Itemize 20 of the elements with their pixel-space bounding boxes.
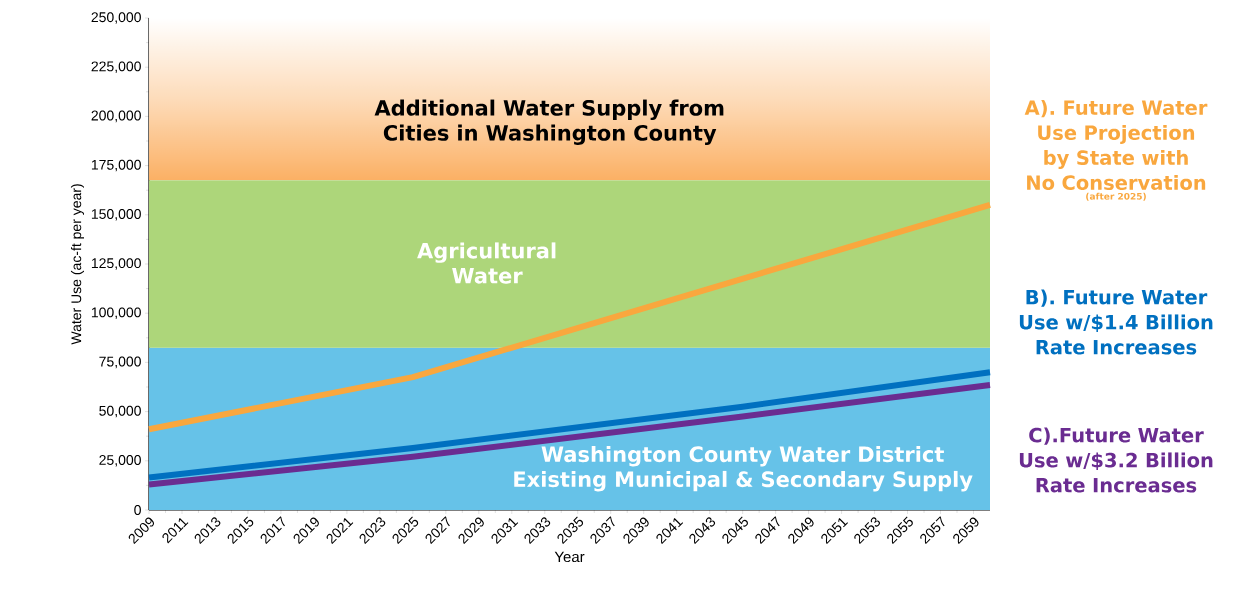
band-label: Agricultural Water [417,242,556,284]
y-tick-label: 250,000 [91,12,141,24]
y-tick-label: 100,000 [91,307,141,319]
x-axis-title: Year [554,551,585,563]
series-label: B). Future Water Use w/$1.4 Billion Rate Increases [1019,289,1213,355]
y-axis-title: Water Use (ac-ft per year) [70,184,84,345]
y-tick-label: 50,000 [99,405,141,418]
y-tick-label: 225,000 [91,61,141,73]
text: (after 2025) [1086,192,1146,201]
y-tick-label: 125,000 [91,258,141,270]
band-label: Additional Water Supply from Cities in Washington County [374,99,724,146]
y-tick-label: 75,000 [99,356,141,369]
y-tick-label: 200,000 [91,110,141,123]
y-tick-label: 0 [134,505,141,515]
y-tick-label: 175,000 [91,159,141,172]
series-label: A). Future Water Use Projection by State with No Conservation [1024,99,1208,191]
y-tick-label: 25,000 [99,454,141,467]
band-label: Washington County Water District Existing Municipal & Secondary Supply [514,445,973,492]
y-tick-label: 150,000 [91,209,141,221]
text: C).Future Water Use w/$3.2 Billion Rate Increases [1019,427,1213,493]
